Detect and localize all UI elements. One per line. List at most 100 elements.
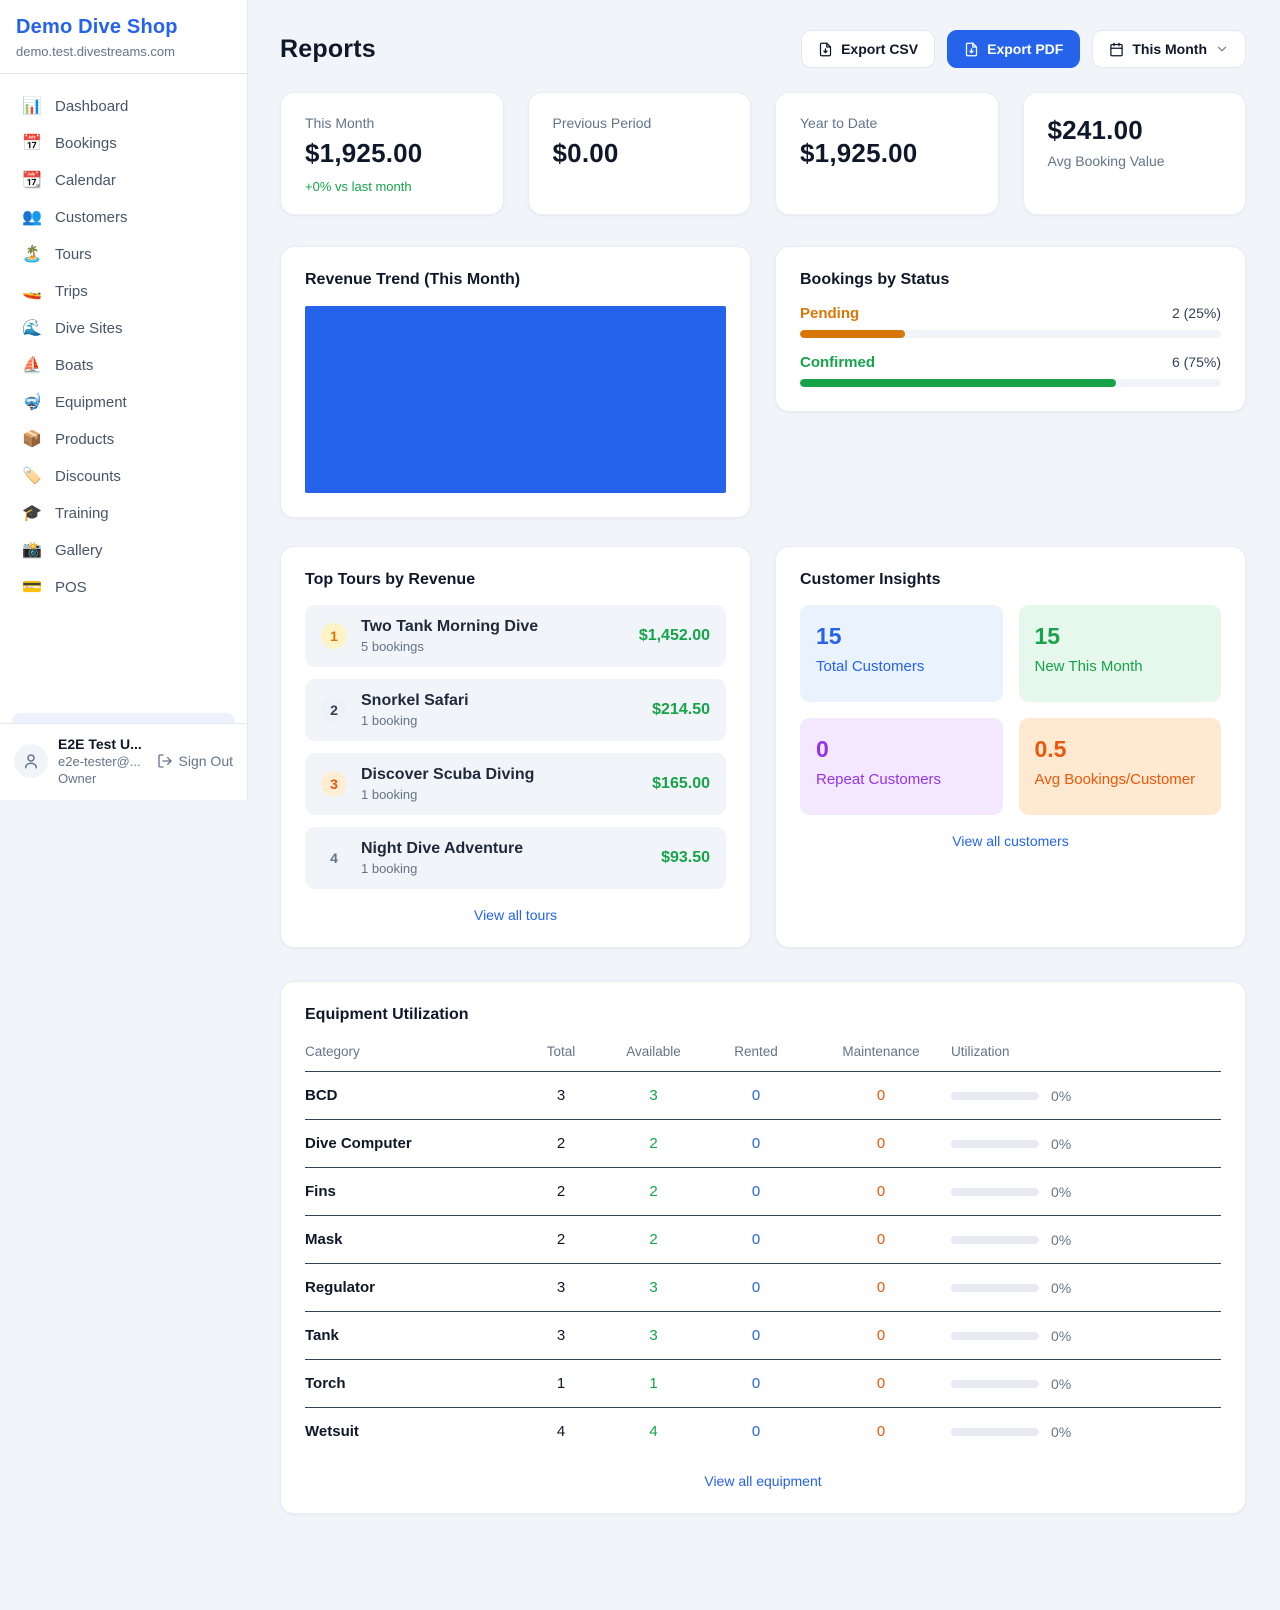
status-bar-track xyxy=(800,379,1221,387)
sidebar-item-customers[interactable]: 👥 Customers xyxy=(12,199,235,236)
sidebar-nav: 📊 Dashboard 📅 Bookings 📆 Calendar 👥 Cust… xyxy=(0,74,247,723)
cell-maintenance: 0 xyxy=(811,1119,951,1168)
cell-rented: 0 xyxy=(751,1423,761,1440)
sidebar-item-label: Products xyxy=(55,431,115,448)
file-export-icon xyxy=(965,42,978,56)
shop-domain: demo.test.divestreams.com xyxy=(16,44,175,59)
stat-card-this-month: This Month $1,925.00 +0% vs last month xyxy=(280,92,504,215)
revenue-trend-card: Revenue Trend (This Month) xyxy=(280,246,751,518)
utilization-value: 0% xyxy=(1051,1327,1072,1344)
stat-value: $1,925.00 xyxy=(305,138,423,168)
cell-total: 2 xyxy=(516,1119,606,1168)
cell-available: 3 xyxy=(606,1071,701,1120)
tours-icon: 🏝️ xyxy=(22,245,42,263)
tour-bookings: 1 booking xyxy=(361,713,418,728)
insight-value: 15 xyxy=(1034,623,1061,649)
stat-card-avg-booking-value: $241.00 Avg Booking Value xyxy=(1022,92,1246,215)
tour-name: Snorkel Safari xyxy=(361,692,469,709)
period-dropdown[interactable]: This Month xyxy=(1092,30,1246,68)
insight-tile-repeat-customers: 0 Repeat Customers xyxy=(800,718,1003,815)
tour-name: Two Tank Morning Dive xyxy=(361,618,539,635)
table-row: Fins 2 2 0 0 0% xyxy=(305,1167,1221,1216)
cell-category: Wetsuit xyxy=(305,1423,359,1440)
stat-label: This Month xyxy=(305,115,375,131)
sidebar-item-products[interactable]: 📦 Products xyxy=(12,421,235,458)
sidebar-item-training[interactable]: 🎓 Training xyxy=(12,495,235,532)
user-section: E2E Test U... e2e-tester@... Owner Sign … xyxy=(0,723,247,800)
cell-rented: 0 xyxy=(701,1359,811,1408)
cell-rented: 0 xyxy=(701,1119,811,1168)
sidebar-item-boats[interactable]: ⛵ Boats xyxy=(12,347,235,384)
sidebar: Demo Dive Shop demo.test.divestreams.com… xyxy=(0,0,248,800)
calendar-icon xyxy=(1110,42,1124,56)
cell-rented: 0 xyxy=(701,1311,811,1360)
status-row-confirmed: Confirmed 6 (75%) xyxy=(800,354,1221,387)
utilization-bar xyxy=(951,1379,1039,1388)
tour-amount: $93.50 xyxy=(661,849,710,866)
insight-tile-new-this-month: 15 New This Month xyxy=(1018,605,1221,702)
table-row: BCD 3 3 0 0 0% xyxy=(305,1071,1221,1120)
table-row: Tank 3 3 0 0 0% xyxy=(305,1311,1221,1360)
insight-label: Repeat Customers xyxy=(816,771,942,788)
sidebar-item-equipment[interactable]: 🤿 Equipment xyxy=(12,384,235,421)
sidebar-item-tours[interactable]: 🏝️ Tours xyxy=(12,236,235,273)
stat-delta: +0% vs last month xyxy=(305,179,412,194)
top-tours-list: 1 Two Tank Morning Dive 5 bookings $1,45… xyxy=(305,605,726,889)
sidebar-item-trips[interactable]: 🚤 Trips xyxy=(12,273,235,310)
calendar-icon: 📆 xyxy=(22,171,42,189)
rank-badge: 1 xyxy=(321,623,347,649)
table-header-row: Category Total Available Rented Maintena… xyxy=(305,1034,1221,1072)
export-pdf-button[interactable]: Export PDF xyxy=(947,30,1081,68)
bookings-by-status-card: Bookings by Status Pending 2 (25%) Confi… xyxy=(775,246,1246,412)
status-bar-fill xyxy=(800,379,1116,387)
sidebar-item-dive-sites[interactable]: 🌊 Dive Sites xyxy=(12,310,235,347)
list-item: 4 Night Dive Adventure 1 booking $93.50 xyxy=(305,827,726,889)
sign-out-button[interactable]: Sign Out xyxy=(157,753,233,769)
bookings-icon: 📅 xyxy=(22,134,42,152)
rank-badge: 4 xyxy=(330,850,338,866)
gallery-icon: 📸 xyxy=(22,541,42,559)
sidebar-item-pos[interactable]: 💳 POS xyxy=(12,569,235,606)
view-all-equipment-link[interactable]: View all equipment xyxy=(704,1473,822,1489)
stat-label: Avg Booking Value xyxy=(1047,153,1165,169)
table-row: Regulator 3 3 0 0 0% xyxy=(305,1263,1221,1312)
cell-available: 3 xyxy=(606,1311,701,1360)
stat-value: $0.00 xyxy=(552,138,619,168)
tour-bookings: 1 booking xyxy=(361,861,418,876)
sidebar-item-bookings[interactable]: 📅 Bookings xyxy=(12,125,235,162)
cell-total: 1 xyxy=(516,1359,606,1408)
trips-icon: 🚤 xyxy=(22,282,42,300)
bookings-by-status-title: Bookings by Status xyxy=(800,271,950,288)
table-row: Wetsuit 4 4 0 0 0% xyxy=(305,1408,1221,1456)
tour-amount: $1,452.00 xyxy=(638,627,710,644)
utilization-bar xyxy=(951,1091,1039,1100)
stat-label: Year to Date xyxy=(800,115,878,131)
cell-maintenance: 0 xyxy=(811,1167,951,1216)
sign-out-label: Sign Out xyxy=(178,753,233,769)
sidebar-item-gallery[interactable]: 📸 Gallery xyxy=(12,532,235,569)
status-label: Pending xyxy=(800,305,860,322)
user-meta: E2E Test U... e2e-tester@... Owner xyxy=(58,736,147,786)
stats-row: This Month $1,925.00 +0% vs last month P… xyxy=(280,92,1246,215)
equipment-table: Category Total Available Rented Maintena… xyxy=(305,1034,1221,1455)
products-icon: 📦 xyxy=(22,430,42,448)
table-row: Dive Computer 2 2 0 0 0% xyxy=(305,1119,1221,1168)
export-pdf-label: Export PDF xyxy=(987,41,1064,57)
utilization-value: 0% xyxy=(1051,1231,1072,1248)
sidebar-item-dashboard[interactable]: 📊 Dashboard xyxy=(12,88,235,125)
cell-available: 1 xyxy=(606,1359,701,1408)
sidebar-item-label: Dashboard xyxy=(55,98,129,115)
sidebar-item-calendar[interactable]: 📆 Calendar xyxy=(12,162,235,199)
insight-label: Total Customers xyxy=(816,658,925,675)
boats-icon: ⛵ xyxy=(22,356,42,374)
export-csv-button[interactable]: Export CSV xyxy=(801,30,936,68)
view-all-tours-link[interactable]: View all tours xyxy=(473,907,557,923)
sidebar-item-label: Training xyxy=(55,505,109,522)
view-all-customers-link[interactable]: View all customers xyxy=(952,833,1069,849)
chevron-down-icon xyxy=(1217,46,1227,52)
cell-maintenance: 0 xyxy=(811,1311,951,1360)
sidebar-item-discounts[interactable]: 🏷️ Discounts xyxy=(12,458,235,495)
sidebar-item-label: Boats xyxy=(55,357,94,374)
sidebar-item-reports-partial[interactable] xyxy=(12,713,235,723)
file-export-icon xyxy=(819,42,832,56)
